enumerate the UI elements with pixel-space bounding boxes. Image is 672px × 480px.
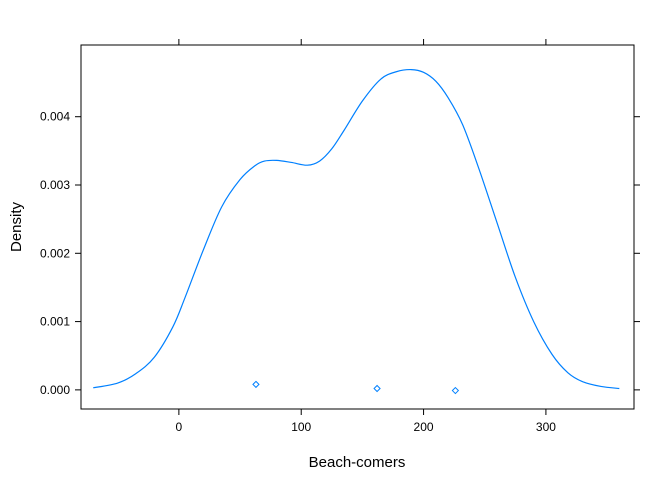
y-tick-label: 0.000	[40, 383, 70, 397]
y-tick-label: 0.001	[40, 315, 70, 329]
density-curve	[93, 68, 620, 390]
y-tick-label: 0.004	[40, 110, 70, 124]
x-tick-label: 100	[291, 420, 311, 434]
y-tick-label: 0.003	[40, 178, 70, 192]
data-points	[252, 380, 460, 395]
axis-ticks: 0 100 200 300 0.000 0.001 0.002 0.003 0.004	[40, 39, 640, 434]
y-axis-title: Density	[8, 201, 25, 252]
plot-frame	[80, 44, 635, 410]
data-point-marker	[252, 380, 260, 389]
x-tick-label: 0	[176, 420, 183, 434]
data-point-marker	[451, 386, 460, 395]
x-tick-label: 200	[414, 420, 434, 434]
y-tick-label: 0.002	[40, 246, 70, 260]
x-axis-title: Beach-comers	[309, 454, 406, 471]
x-tick-label: 300	[536, 420, 556, 434]
data-point-marker	[373, 384, 381, 393]
